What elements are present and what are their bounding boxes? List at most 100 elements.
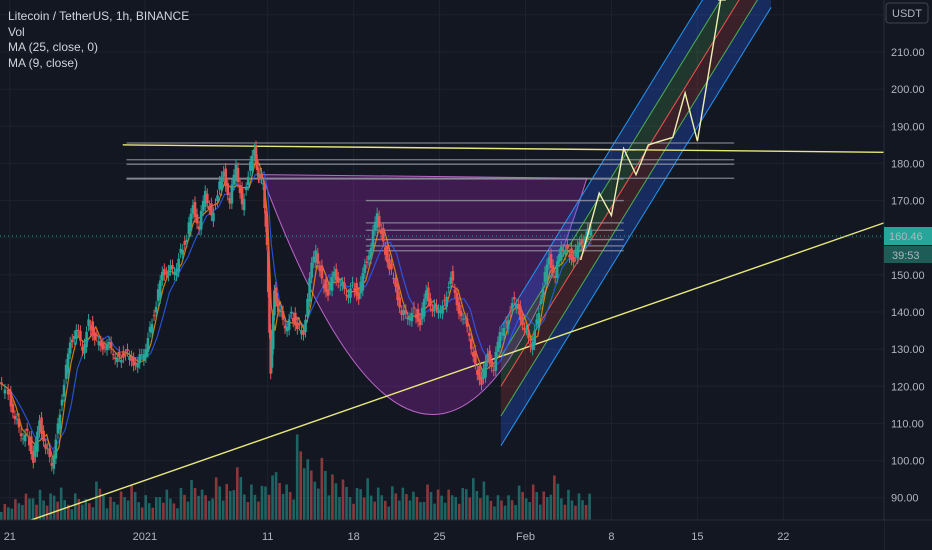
volume-bar (302, 468, 306, 520)
volume-bar (577, 493, 581, 520)
volume-bar (253, 494, 257, 520)
candle-body (115, 357, 119, 363)
volume-bar (405, 494, 408, 520)
volume-bar (524, 498, 528, 520)
volume-bar (228, 491, 232, 520)
volume-bar (373, 501, 376, 520)
candle-body (173, 272, 176, 275)
volume-bar (352, 503, 355, 520)
volume-bar (309, 470, 313, 520)
candle-body (85, 331, 88, 348)
volume-bar (433, 503, 436, 520)
volume-bar (359, 489, 362, 520)
volume-bar (119, 491, 123, 520)
y-tick-label: 140.00 (891, 307, 925, 319)
candle-body (449, 277, 453, 285)
candle-body (566, 244, 569, 249)
candle-body (285, 326, 289, 332)
y-tick-label: 90.00 (891, 493, 919, 505)
volume-bar (123, 497, 126, 520)
candle-body (72, 336, 76, 340)
volume-bar (355, 488, 359, 520)
candle-body (332, 271, 336, 277)
candle-body (254, 146, 258, 163)
volume-bar (528, 502, 531, 520)
candle-body (547, 257, 551, 265)
channel-line[interactable] (500, 0, 771, 357)
candle-body (361, 273, 365, 291)
candle-body (224, 168, 228, 187)
time-axis[interactable] (0, 520, 884, 550)
candle-body (152, 315, 156, 317)
candle-body (126, 349, 129, 352)
candle-body (46, 448, 49, 450)
channel-line[interactable] (500, 0, 771, 417)
y-tick-label: 190.00 (891, 121, 925, 133)
candle-body (498, 332, 502, 348)
candle-body (388, 259, 391, 270)
volume-bar (133, 491, 137, 520)
volume-bar (95, 481, 98, 520)
volume-bar (225, 483, 229, 520)
candle-body (381, 228, 385, 242)
horizontal-resistance-line[interactable] (122, 144, 885, 153)
volume-bar (288, 492, 292, 520)
candle-body (517, 304, 520, 310)
candle-body (187, 222, 191, 234)
projection-path[interactable] (580, 0, 722, 261)
candle-body (228, 197, 232, 204)
price-axis[interactable] (884, 0, 932, 550)
volume-bar (140, 507, 144, 520)
candle-body (62, 384, 66, 397)
currency-button[interactable] (885, 2, 929, 24)
candle-body (521, 316, 524, 325)
candle-body (353, 288, 356, 292)
volume-bar (285, 484, 288, 520)
volume-bar (549, 494, 553, 520)
candle-body (185, 239, 189, 242)
volume-bar (66, 504, 70, 520)
volume-bar (475, 491, 479, 520)
indicator-vol[interactable]: Vol (8, 24, 25, 39)
indicator-ma9[interactable]: MA (9, close) (8, 55, 79, 70)
candle-body (304, 319, 307, 333)
candle-body (492, 369, 496, 371)
channel-line[interactable] (500, 7, 772, 446)
candle-body (130, 356, 133, 362)
countdown-label: 39:53 (892, 250, 920, 262)
candle-body (124, 354, 127, 356)
candle-body (345, 294, 348, 296)
volume-bar (383, 500, 387, 520)
symbol-title[interactable]: Litecoin / TetherUS, 1h, BINANCE (8, 9, 190, 23)
indicator-ma25[interactable]: MA (25, close, 0) (8, 40, 99, 54)
candle-body (349, 288, 352, 298)
rising-trendline[interactable] (9, 222, 885, 529)
candle-body (136, 363, 140, 368)
candle-body (107, 341, 111, 345)
volume-bar (422, 502, 426, 520)
candle-body (398, 297, 401, 308)
volume-bar (204, 495, 207, 520)
volume-bar (295, 434, 299, 520)
candle-body (375, 213, 379, 228)
candle-body (396, 283, 399, 301)
x-tick-label: 25 (433, 531, 445, 543)
volume-bar (84, 499, 88, 520)
candle-body (365, 261, 369, 263)
channel-line[interactable] (500, 0, 771, 328)
candle-body (105, 344, 109, 351)
candle-body (48, 448, 52, 458)
volume-bar (486, 495, 489, 520)
candle-body (496, 341, 500, 352)
volume-bar (88, 503, 91, 520)
volume-bar (331, 474, 334, 520)
candle-body (441, 305, 444, 314)
volume-bar (531, 484, 535, 520)
candle-body (79, 330, 82, 341)
candle-body (248, 161, 252, 171)
candle-body (570, 248, 573, 260)
candle-body (500, 333, 504, 336)
candle-body (263, 186, 266, 208)
